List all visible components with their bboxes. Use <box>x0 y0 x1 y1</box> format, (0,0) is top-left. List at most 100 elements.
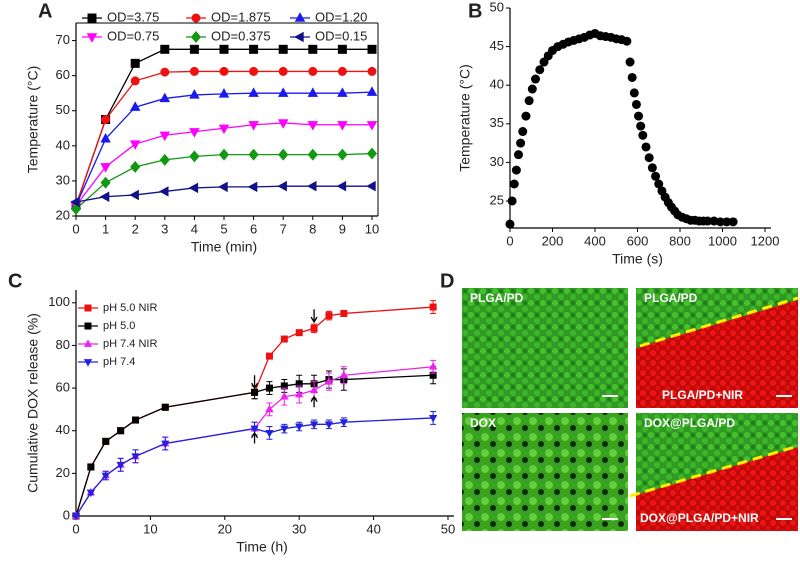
y-tick-label: 45 <box>490 38 504 53</box>
x-tick-label: 0 <box>506 233 513 248</box>
legend-label: OD=3.75 <box>107 9 159 24</box>
point <box>654 179 664 189</box>
marker <box>219 44 229 54</box>
y-tick-label: 35 <box>490 115 504 130</box>
marker <box>247 181 258 193</box>
series-line <box>75 152 373 210</box>
marker <box>100 163 111 173</box>
x-tick-label: 10 <box>365 221 379 236</box>
image-label: DOX <box>470 416 496 430</box>
point <box>703 216 713 226</box>
x-tick-label: 9 <box>339 221 346 236</box>
marker <box>158 186 169 197</box>
panel-label: D <box>440 270 454 292</box>
y-tick-label: 25 <box>490 192 504 207</box>
marker <box>265 352 273 360</box>
marker <box>366 121 378 131</box>
marker <box>337 87 348 97</box>
panel-label: A <box>38 0 52 22</box>
legend-label: pH 7.4 NIR <box>103 338 157 350</box>
marker <box>428 415 438 423</box>
micrograph-region <box>636 300 798 408</box>
marker <box>84 322 92 330</box>
legend-label: pH 5.0 NIR <box>103 302 157 314</box>
marker <box>86 33 98 43</box>
legend-label: OD=0.75 <box>107 28 159 43</box>
marker <box>339 419 348 427</box>
marker <box>428 362 438 370</box>
point <box>622 36 632 46</box>
marker <box>429 303 437 311</box>
marker <box>265 429 274 438</box>
image-label: DOX@PLGA/PD <box>644 416 735 430</box>
marker <box>189 128 200 138</box>
x-tick-label: 400 <box>584 233 606 248</box>
marker <box>218 148 230 161</box>
arrow <box>251 375 259 390</box>
marker <box>129 101 141 111</box>
point <box>722 217 732 227</box>
marker <box>161 403 169 411</box>
marker <box>101 115 111 124</box>
marker <box>116 461 125 470</box>
x-tick-label: 200 <box>542 233 564 248</box>
y-tick-label: 20 <box>56 465 70 480</box>
point <box>636 121 646 131</box>
marker <box>160 44 170 54</box>
y-tick-label: 40 <box>56 137 70 152</box>
x-tick-label: 4 <box>191 221 198 236</box>
marker <box>218 88 230 98</box>
marker <box>308 44 318 54</box>
y-axis-title: Temperature (°C) <box>457 64 473 172</box>
arrow <box>310 309 318 324</box>
marker <box>337 44 347 54</box>
point <box>509 179 519 189</box>
micrograph <box>462 288 628 408</box>
marker <box>248 121 259 131</box>
x-tick-label: 8 <box>309 221 316 236</box>
legend-label: OD=1.875 <box>211 9 271 24</box>
x-tick-label: 600 <box>627 233 649 248</box>
marker <box>101 472 110 481</box>
marker <box>189 44 199 54</box>
marker <box>249 44 259 54</box>
marker <box>160 67 170 77</box>
x-tick-label: 1200 <box>751 233 780 248</box>
x-tick-label: 20 <box>218 521 232 536</box>
x-tick-label: 7 <box>280 221 287 236</box>
marker <box>159 92 171 103</box>
point <box>651 171 661 181</box>
point <box>728 217 738 227</box>
marker <box>280 425 289 434</box>
marker <box>130 76 140 86</box>
marker <box>161 440 170 449</box>
point <box>511 165 521 175</box>
point <box>638 130 648 140</box>
marker <box>336 180 347 192</box>
point <box>521 111 531 121</box>
marker <box>219 66 229 76</box>
marker <box>265 384 273 392</box>
y-axis-title: Cumulative DOX release (%) <box>25 313 41 493</box>
y-tick-label: 80 <box>56 337 70 352</box>
marker <box>366 147 378 160</box>
marker <box>218 124 230 135</box>
micrograph <box>462 413 628 531</box>
point <box>507 196 517 206</box>
arrow <box>310 395 318 408</box>
marker <box>189 66 199 76</box>
marker <box>87 463 95 471</box>
point <box>524 96 534 106</box>
legend-label: pH 7.4 <box>103 356 135 368</box>
x-axis-title: Time (h) <box>236 539 288 555</box>
image-label: PLGA/PD <box>644 291 698 305</box>
point <box>641 142 651 152</box>
marker <box>71 513 81 521</box>
marker <box>248 87 259 97</box>
y-tick-label: 30 <box>56 172 70 187</box>
marker <box>131 453 140 461</box>
marker <box>277 119 289 129</box>
marker <box>309 385 319 394</box>
point <box>644 153 654 163</box>
marker <box>189 150 200 163</box>
